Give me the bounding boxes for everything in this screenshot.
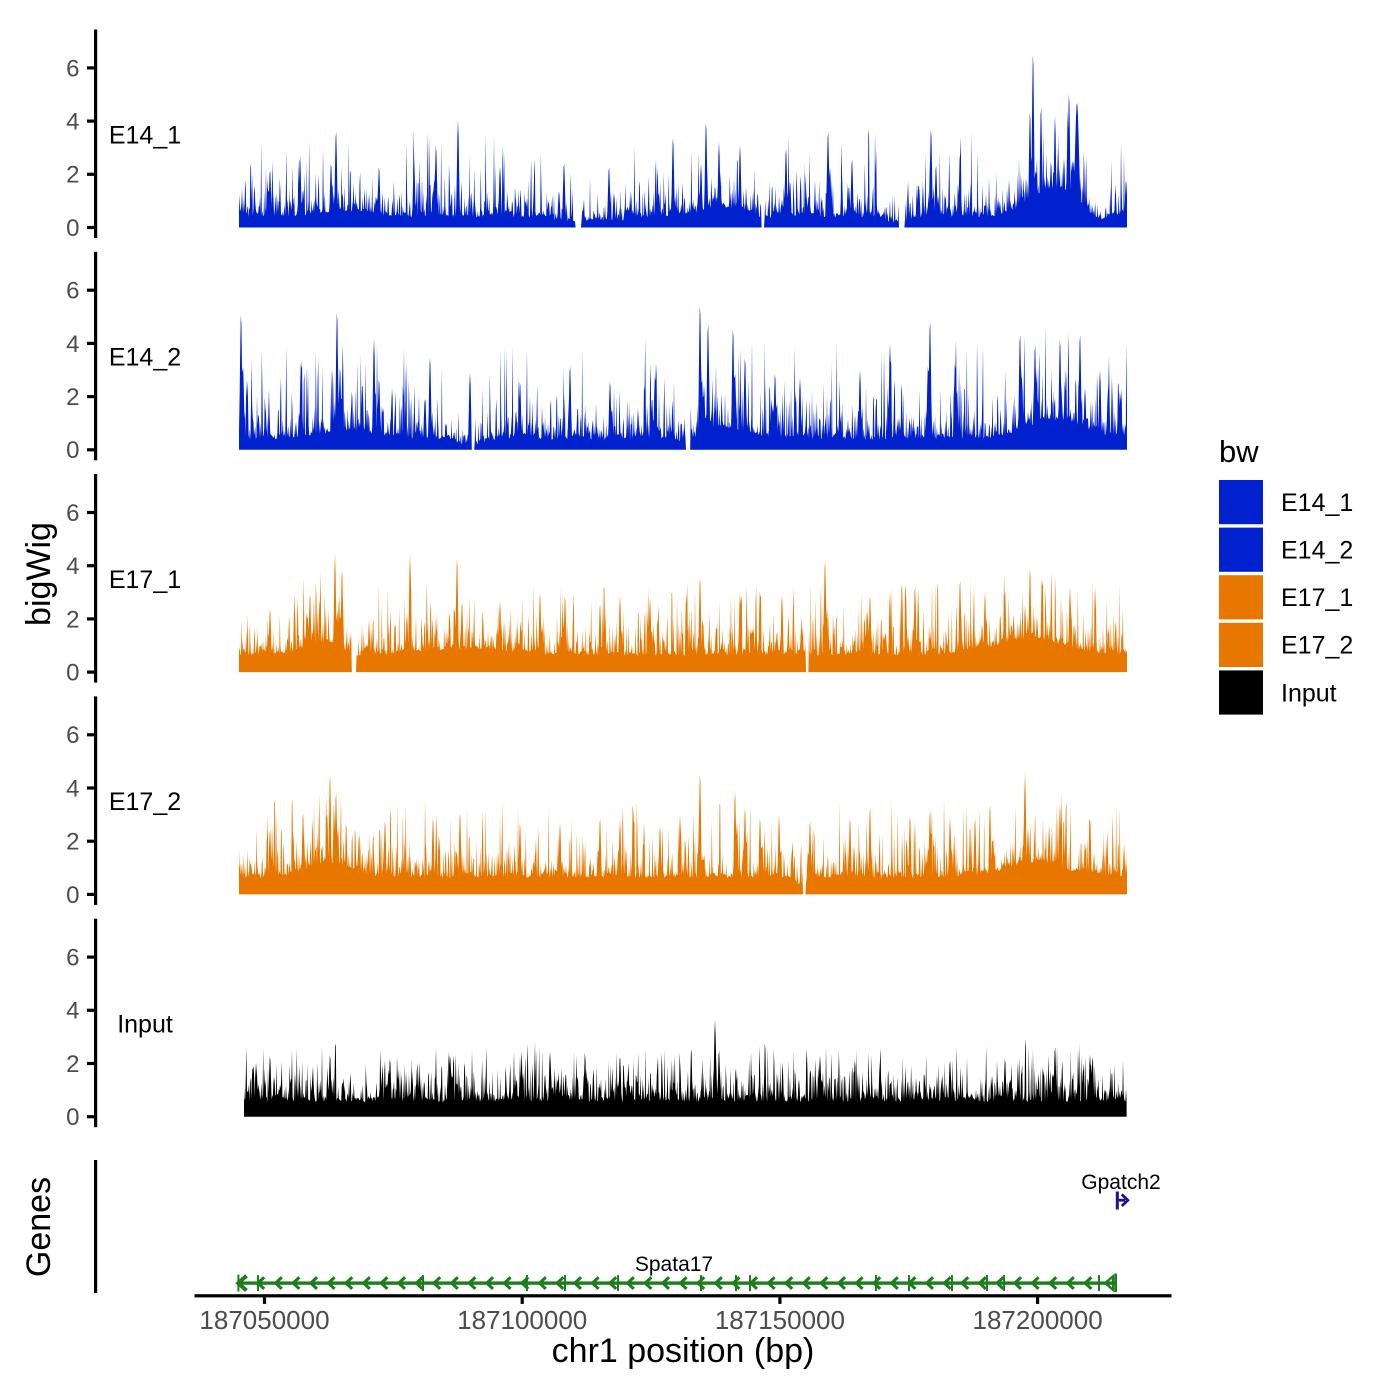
svg-text:E14_2: E14_2 bbox=[109, 344, 181, 372]
svg-text:Input: Input bbox=[1281, 679, 1337, 707]
svg-text:4: 4 bbox=[66, 331, 79, 358]
svg-text:6: 6 bbox=[66, 722, 79, 749]
svg-text:187100000: 187100000 bbox=[457, 1305, 587, 1335]
svg-text:187200000: 187200000 bbox=[973, 1305, 1103, 1335]
svg-text:4: 4 bbox=[66, 998, 79, 1025]
svg-text:0: 0 bbox=[66, 1104, 79, 1131]
svg-text:0: 0 bbox=[66, 660, 79, 687]
svg-text:6: 6 bbox=[66, 500, 79, 527]
svg-text:Genes: Genes bbox=[20, 1177, 58, 1277]
svg-text:bw: bw bbox=[1219, 434, 1259, 469]
svg-text:2: 2 bbox=[66, 384, 79, 411]
svg-text:2: 2 bbox=[66, 1051, 79, 1078]
svg-text:chr1 position (bp): chr1 position (bp) bbox=[552, 1332, 815, 1370]
svg-text:2: 2 bbox=[66, 162, 79, 189]
svg-text:bigWig: bigWig bbox=[20, 522, 58, 626]
svg-text:0: 0 bbox=[66, 215, 79, 242]
svg-text:0: 0 bbox=[66, 882, 79, 909]
svg-text:E17_2: E17_2 bbox=[1281, 632, 1353, 660]
svg-text:4: 4 bbox=[66, 553, 79, 580]
svg-text:2: 2 bbox=[66, 606, 79, 633]
svg-text:2: 2 bbox=[66, 829, 79, 856]
svg-text:Input: Input bbox=[117, 1010, 173, 1038]
svg-text:E17_2: E17_2 bbox=[109, 788, 181, 816]
svg-text:187150000: 187150000 bbox=[715, 1305, 845, 1335]
svg-text:6: 6 bbox=[66, 945, 79, 972]
svg-text:E17_1: E17_1 bbox=[109, 566, 181, 594]
svg-text:E14_1: E14_1 bbox=[109, 121, 181, 149]
svg-text:E14_1: E14_1 bbox=[1281, 489, 1353, 517]
svg-text:187050000: 187050000 bbox=[199, 1305, 329, 1335]
svg-text:0: 0 bbox=[66, 437, 79, 464]
svg-text:E17_1: E17_1 bbox=[1281, 584, 1353, 612]
svg-text:4: 4 bbox=[66, 775, 79, 802]
svg-text:4: 4 bbox=[66, 109, 79, 136]
svg-text:6: 6 bbox=[66, 55, 79, 82]
svg-text:Spata17: Spata17 bbox=[635, 1253, 713, 1276]
svg-text:Gpatch2: Gpatch2 bbox=[1081, 1171, 1160, 1194]
svg-text:6: 6 bbox=[66, 278, 79, 305]
svg-text:E14_2: E14_2 bbox=[1281, 536, 1353, 564]
